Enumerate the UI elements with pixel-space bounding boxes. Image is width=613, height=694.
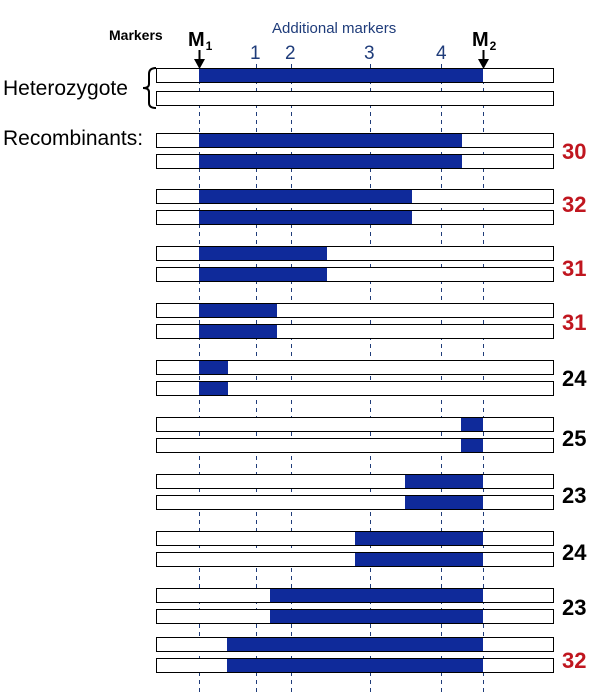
donor-segment <box>227 659 483 672</box>
donor-segment <box>199 361 228 374</box>
m1-label: M1 <box>188 30 212 52</box>
donor-segment <box>199 134 462 147</box>
m2-arrow <box>478 50 489 69</box>
m2-subscript: 2 <box>489 39 497 53</box>
markers-title: Markers <box>109 27 163 43</box>
m1-arrow <box>194 50 205 69</box>
recombinant-count: 24 <box>562 540 587 565</box>
chromosome-bar <box>156 495 554 510</box>
marker-2-label: 2 <box>285 43 296 64</box>
donor-segment <box>355 553 483 566</box>
heterozygote-segment <box>199 69 483 82</box>
donor-segment <box>270 589 483 602</box>
donor-segment <box>199 304 277 317</box>
donor-segment <box>199 247 327 260</box>
recombinant-count: 31 <box>562 310 587 335</box>
recombinant-pair <box>156 531 554 567</box>
recombinant-count: 23 <box>562 595 587 620</box>
heterozygote-chromosome-bottom <box>156 91 554 106</box>
recombinant-count: 32 <box>562 192 587 217</box>
recombinant-count: 31 <box>562 256 587 281</box>
donor-segment <box>199 382 228 395</box>
marker-3-label: 3 <box>364 43 375 64</box>
recombinants-label: Recombinants: <box>3 127 144 150</box>
donor-segment <box>227 638 483 651</box>
donor-segment <box>199 268 327 281</box>
recombinant-count: 30 <box>562 139 587 164</box>
recombinant-count: 23 <box>562 483 587 508</box>
recombinant-pair <box>156 360 554 396</box>
donor-segment <box>405 475 483 488</box>
heterozygote-chromosomes <box>156 68 554 106</box>
donor-segment <box>199 155 462 168</box>
recombinant-count: 25 <box>562 426 587 451</box>
additional-markers-title: Additional markers <box>272 20 397 37</box>
donor-segment <box>270 610 483 623</box>
recombinant-pair <box>156 189 554 225</box>
marker-4-label: 4 <box>436 43 447 64</box>
recombinant-pair <box>156 133 554 169</box>
heterozygote-brace <box>142 67 157 109</box>
donor-segment <box>461 439 483 452</box>
chromosome-bar <box>156 381 554 396</box>
chromosome-bar <box>156 438 554 453</box>
m2-letter: M <box>472 29 489 51</box>
recombinant-pair <box>156 417 554 453</box>
recombinant-count: 32 <box>562 648 587 673</box>
m2-label: M2 <box>472 30 496 52</box>
donor-segment <box>199 325 277 338</box>
donor-segment <box>199 211 412 224</box>
recombinant-pair <box>156 246 554 282</box>
recombinant-pair <box>156 303 554 339</box>
marker-1-label: 1 <box>250 43 261 64</box>
donor-segment <box>405 496 483 509</box>
donor-segment <box>461 418 483 431</box>
donor-segment <box>355 532 483 545</box>
recombinant-pair <box>156 588 554 624</box>
recombinant-pair <box>156 474 554 510</box>
chromosome-bar <box>156 474 554 489</box>
m1-letter: M <box>188 29 205 51</box>
recombinant-count: 24 <box>562 366 587 391</box>
heterozygote-label: Heterozygote <box>3 77 128 100</box>
chromosome-bar <box>156 360 554 375</box>
chromosome-bar <box>156 417 554 432</box>
m1-subscript: 1 <box>205 39 213 53</box>
donor-segment <box>199 190 412 203</box>
recombinant-pair <box>156 637 554 673</box>
